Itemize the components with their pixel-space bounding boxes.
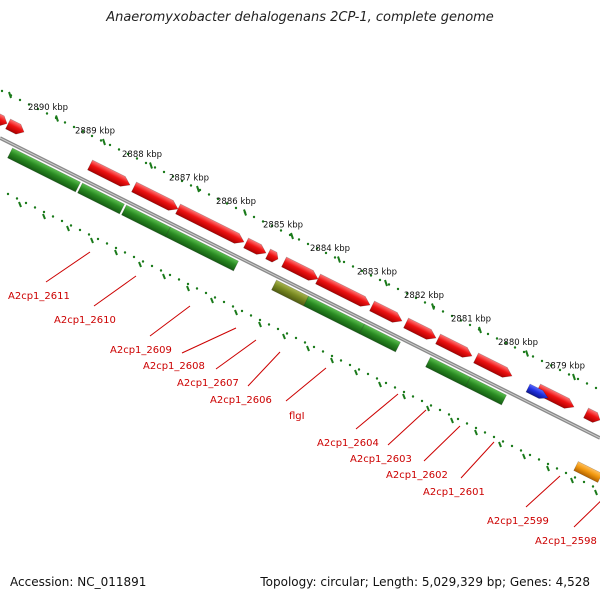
scale-label: 2885 kbp — [263, 221, 303, 231]
reverse-gene-8 — [465, 376, 507, 406]
accession-label: Accession: NC_011891 — [10, 575, 147, 589]
forward-gene-12 — [435, 333, 473, 358]
reverse-gene-olive — [271, 279, 309, 307]
inner-ticks — [18, 201, 598, 496]
gene-label: A2cp1_2607 — [177, 378, 239, 389]
scale-label: 2886 kbp — [216, 197, 256, 207]
reverse-gene-6 — [359, 323, 401, 353]
gene-labels: A2cp1_2611 A2cp1_2610 A2cp1_2609 A2cp1_2608… — [8, 251, 600, 547]
forward-gene-8 — [281, 256, 319, 281]
scale-label: 2888 kbp — [122, 150, 162, 160]
forward-gene-6 — [243, 237, 267, 255]
gene-leader-line — [460, 441, 495, 479]
reverse-gene-2 — [77, 182, 125, 215]
gene-leader-line — [355, 393, 399, 430]
gene-leader-line — [573, 501, 600, 528]
forward-gene-1 — [0, 110, 8, 127]
gene-leader-line — [181, 327, 237, 354]
forward-gene-15 — [583, 407, 600, 423]
forward-gene-4 — [131, 181, 179, 211]
gene-leader-line — [525, 475, 561, 508]
forward-gene-3 — [87, 159, 131, 187]
forward-gene-5 — [175, 203, 245, 244]
gene-leader-line — [215, 339, 257, 370]
gene-label: A2cp1_2604 — [317, 438, 379, 449]
orange-feature — [573, 461, 600, 483]
reverse-gene-4 — [165, 226, 239, 272]
scale-label: 2881 kbp — [451, 315, 491, 325]
forward-gene-2 — [5, 118, 25, 135]
gene-leader-line — [93, 275, 137, 307]
blue-feature — [525, 383, 549, 399]
scale-label: 2879 kbp — [545, 362, 585, 372]
scale-label: 2880 kbp — [498, 338, 538, 348]
gene-label: A2cp1_2609 — [110, 345, 172, 356]
inner-dotted-line — [6, 192, 595, 488]
gene-leader-line — [285, 367, 327, 402]
scale-label: 2882 kbp — [404, 291, 444, 301]
gene-label: A2cp1_2599 — [487, 516, 549, 527]
genome-summary-label: Topology: circular; Length: 5,029,329 bp… — [260, 575, 590, 589]
scale-label: 2884 kbp — [310, 244, 350, 254]
scale-label: 2887 kbp — [169, 174, 209, 184]
gene-label: A2cp1_2611 — [8, 291, 70, 302]
reverse-gene-1 — [7, 147, 81, 193]
gene-leader-line — [45, 251, 91, 283]
gene-leader-line — [423, 425, 461, 462]
reverse-gene-7 — [425, 356, 471, 388]
forward-gene-13 — [473, 352, 513, 378]
forward-gene-7 — [265, 248, 279, 263]
gene-label: A2cp1_2606 — [210, 395, 272, 406]
scale-label: 2883 kbp — [357, 268, 397, 278]
forward-gene-11 — [403, 317, 437, 340]
gene-label: A2cp1_2603 — [350, 454, 412, 465]
scale-labels: 2890 kbp 2889 kbp 2888 kbp 2887 kbp 2886 kbp… — [28, 103, 585, 372]
scale-label: 2889 kbp — [75, 127, 115, 137]
gene-label: flgI — [289, 411, 305, 422]
gene-leader-line — [387, 409, 427, 446]
scale-major-ticks — [8, 91, 576, 381]
gene-label: A2cp1_2602 — [386, 470, 448, 481]
forward-gene-10 — [369, 300, 403, 323]
map-title: Anaeromyxobacter dehalogenans 2CP-1, com… — [106, 10, 494, 25]
gene-label: A2cp1_2608 — [143, 361, 205, 372]
reverse-gene-3 — [121, 204, 171, 238]
gene-label: A2cp1_2601 — [423, 487, 485, 498]
gene-leader-line — [149, 305, 191, 337]
gene-label: A2cp1_2598 — [535, 536, 597, 547]
forward-gene-9 — [315, 273, 371, 307]
gene-leader-line — [247, 351, 281, 387]
scale-label: 2890 kbp — [28, 103, 68, 113]
gene-label: A2cp1_2610 — [54, 315, 116, 326]
